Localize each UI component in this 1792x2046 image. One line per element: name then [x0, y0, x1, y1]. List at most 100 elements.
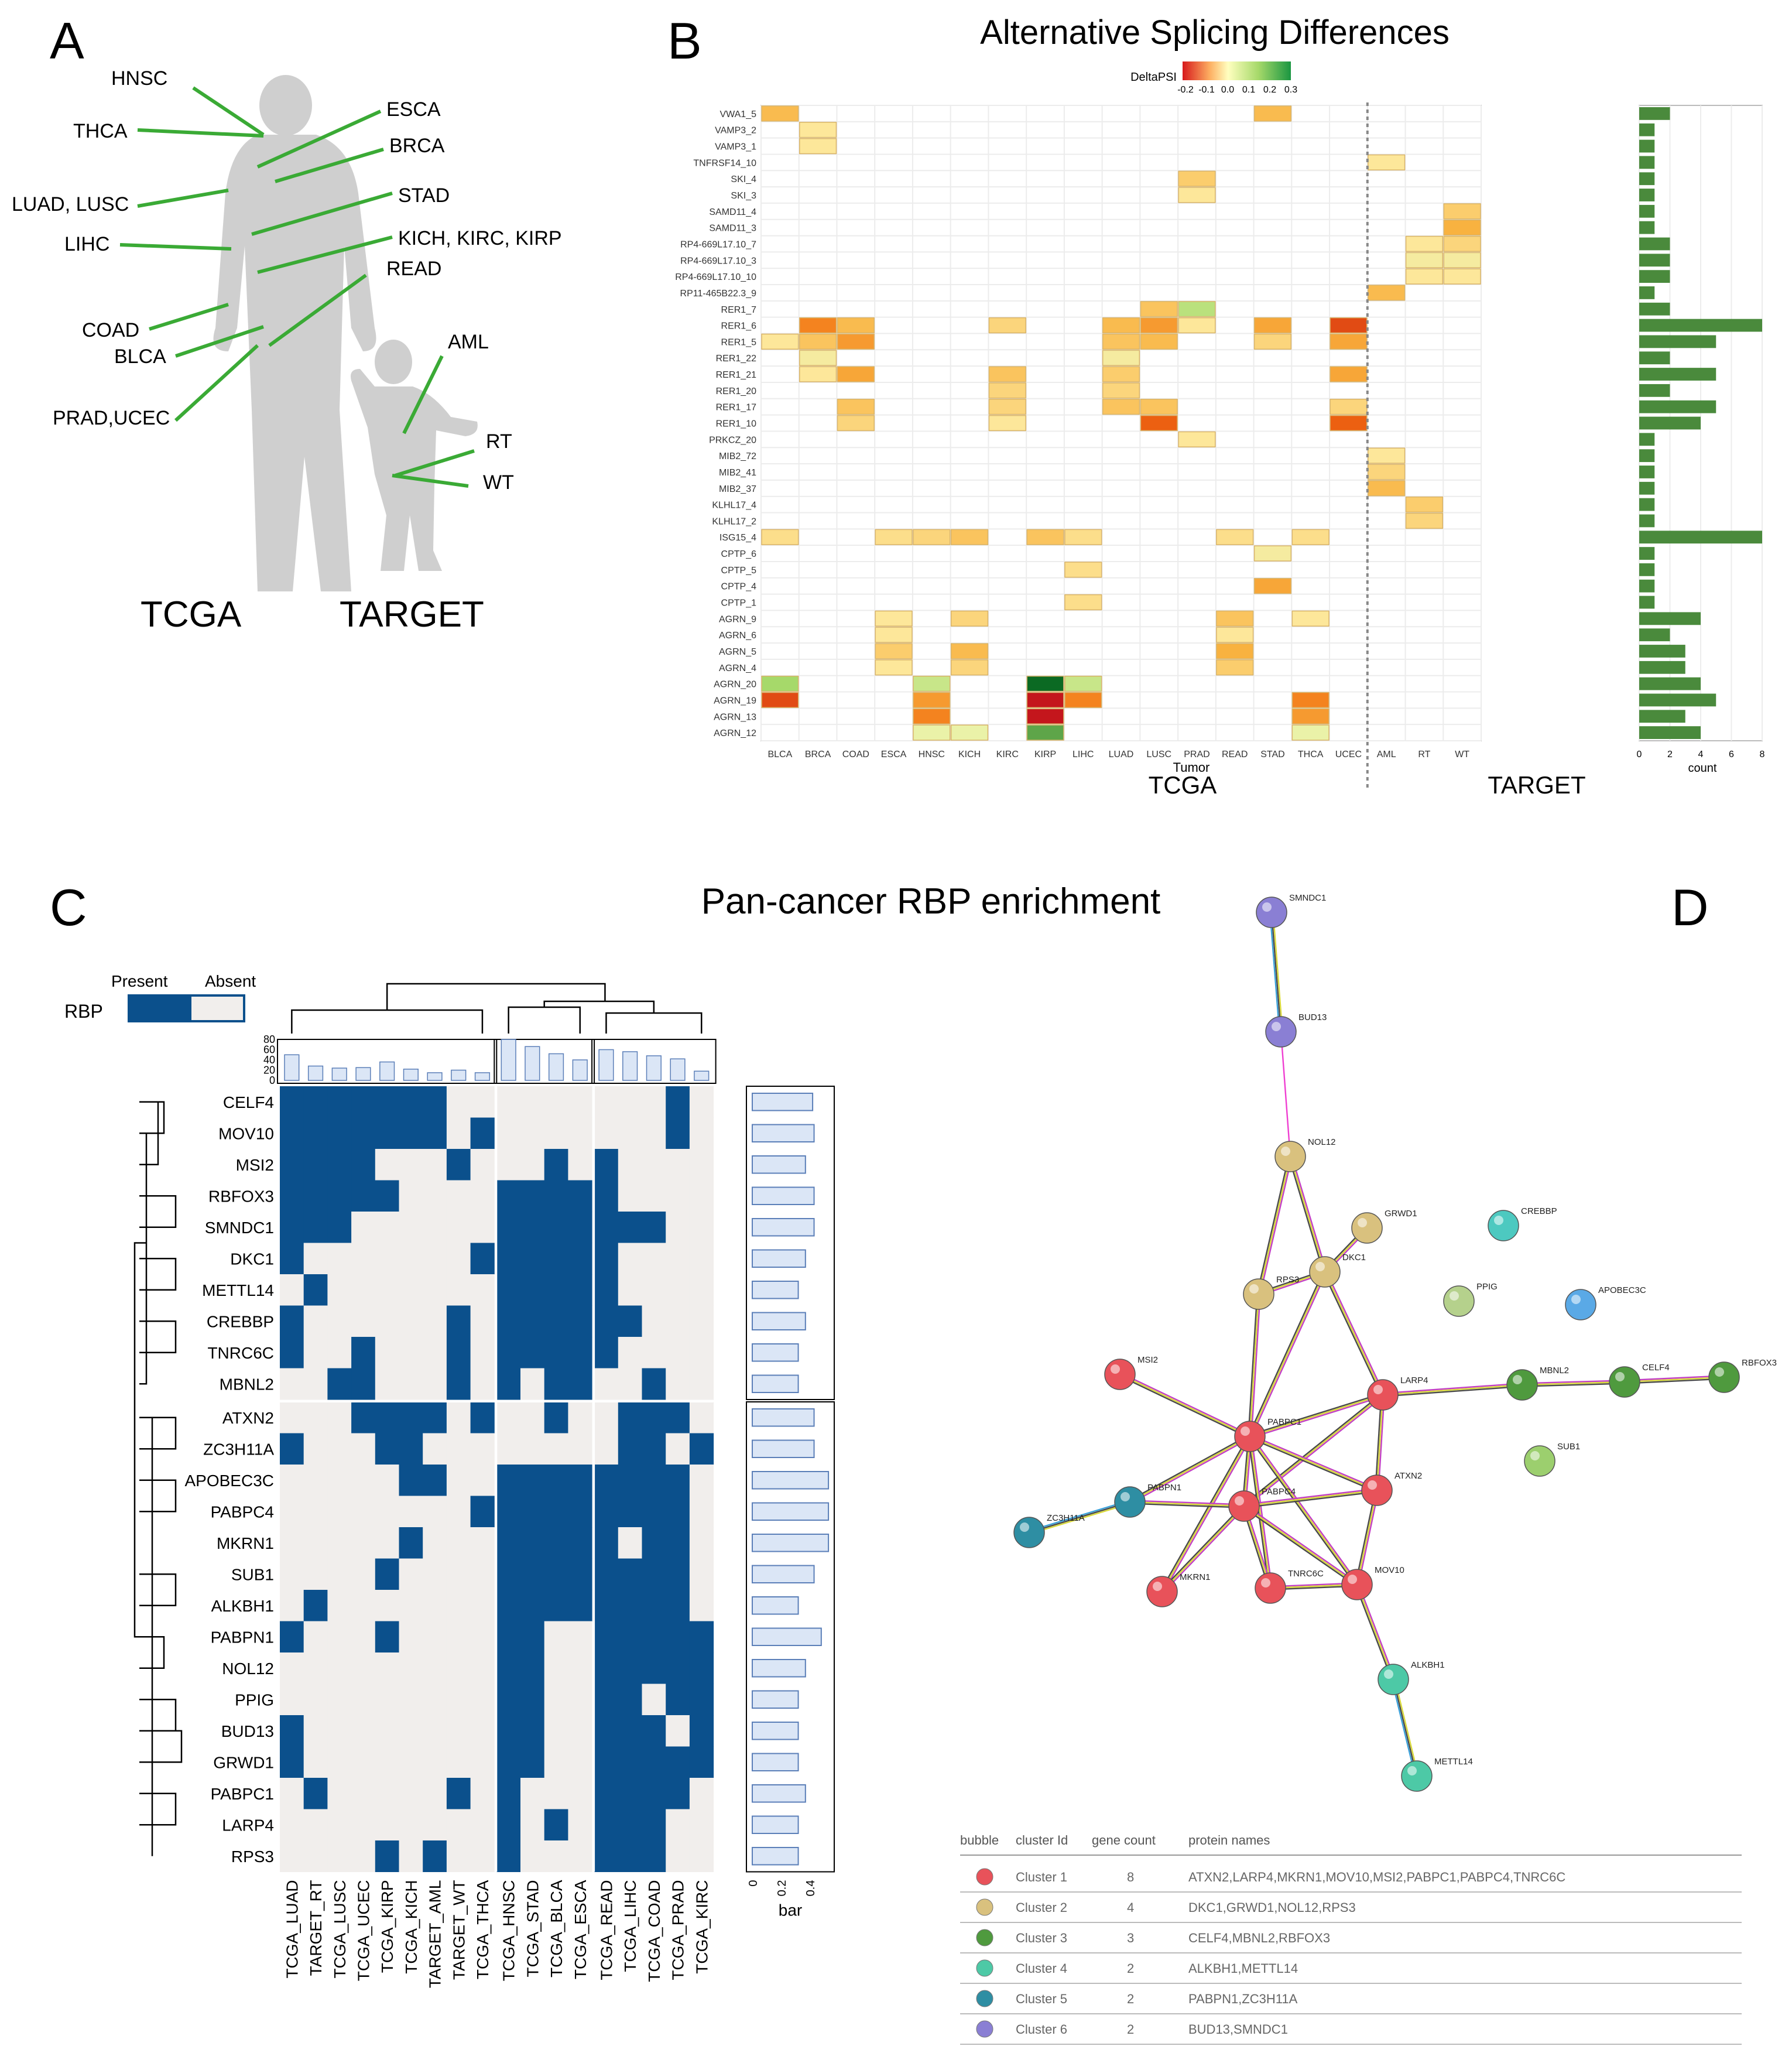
- heatmap-cell: [1291, 724, 1330, 741]
- network-edge: [1382, 1384, 1523, 1396]
- network-edge: [1291, 1155, 1327, 1272]
- row-label: MIB2_72: [719, 451, 756, 461]
- row-label: CPTP_5: [721, 566, 757, 576]
- rbp-column-label: TCGA_STAD: [523, 1880, 542, 1977]
- rbp-row-label: ALKBH1: [211, 1597, 274, 1615]
- panel-label-d: D: [1671, 878, 1709, 936]
- column-label: COAD: [842, 750, 869, 759]
- heatmap-cell: [799, 366, 837, 382]
- rbp-cell: [496, 1274, 521, 1306]
- count-bar: [1639, 204, 1655, 218]
- dendrogram-branch: [139, 1479, 177, 1513]
- heatmap-cell: [761, 692, 799, 709]
- rbp-cell: [594, 1809, 619, 1841]
- rbp-cell: [666, 1402, 690, 1433]
- network-edge: [1248, 1436, 1270, 1589]
- count-bar: [1639, 514, 1655, 528]
- column-label: LIHC: [1073, 750, 1094, 759]
- rbp-cell: [642, 1465, 666, 1496]
- network-node-label: CELF4: [1642, 1363, 1670, 1373]
- network-edge: [1272, 912, 1283, 1032]
- rbp-row-label: DKC1: [230, 1250, 274, 1268]
- network-edge: [1161, 1506, 1245, 1592]
- network-edge: [1375, 1394, 1382, 1490]
- rbp-cell: [446, 1212, 471, 1243]
- row-bar: [752, 1124, 815, 1142]
- rbp-cell: [544, 1715, 568, 1747]
- rbp-column-label: TARGET_AML: [426, 1880, 444, 1989]
- rbp-cell: [520, 1305, 545, 1337]
- rbp-cell: [303, 1180, 328, 1212]
- rbp-cell: [666, 1086, 690, 1118]
- heatmap-cell: [1064, 692, 1102, 709]
- col-bar-frame: [591, 1039, 717, 1084]
- rbp-cell: [280, 1778, 304, 1809]
- row-label: PRKCZ_20: [709, 435, 756, 445]
- count-bar: [1639, 221, 1655, 234]
- rbp-cell: [351, 1465, 376, 1496]
- heatmap-cell: [1368, 464, 1406, 480]
- chart-b-title: Alternative Splicing Differences: [980, 13, 1450, 52]
- rbp-column-label: TCGA_COAD: [645, 1880, 663, 1982]
- row-label: RP4-669L17.10_3: [680, 256, 756, 266]
- network-edge: [1355, 1490, 1376, 1585]
- heatmap-cell: [1026, 692, 1064, 709]
- row-label: KLHL17_2: [712, 516, 756, 526]
- network-node: [1243, 1278, 1274, 1310]
- rbp-cell: [327, 1433, 352, 1465]
- rbp-cell: [666, 1652, 690, 1684]
- network-node-label: CREBBP: [1521, 1206, 1557, 1216]
- row-label: AGRN_4: [719, 663, 756, 673]
- column-bar: [548, 1053, 564, 1081]
- rbp-cell: [544, 1180, 568, 1212]
- column-dendrogram: [291, 983, 703, 1034]
- rbp-cell: [327, 1527, 352, 1559]
- heatmap-cell: [1178, 317, 1216, 334]
- rbp-cell: [399, 1496, 423, 1528]
- heatmap-cell: [913, 692, 951, 709]
- count-bar: [1639, 596, 1655, 609]
- rbp-cell: [594, 1212, 619, 1243]
- rbp-cell: [375, 1652, 399, 1684]
- rbp-cell: [544, 1243, 568, 1275]
- legend-title: DeltaPSI: [1130, 71, 1177, 84]
- rbp-cell: [496, 1840, 521, 1872]
- rbp-cell: [327, 1558, 352, 1590]
- column-label: HNSC: [919, 750, 945, 759]
- rbp-cell: [642, 1558, 666, 1590]
- rbp-cell: [351, 1778, 376, 1809]
- node-highlight: [1272, 1022, 1281, 1031]
- row-bar: [752, 1249, 806, 1268]
- rbp-cell: [520, 1212, 545, 1243]
- network-node: [1234, 1421, 1266, 1452]
- node-highlight: [1358, 1218, 1367, 1227]
- count-barplot: 0 2 4 6 8: [1637, 105, 1765, 759]
- network-edge: [1119, 1373, 1250, 1438]
- cluster-id: Cluster 6: [1016, 2022, 1067, 2037]
- rbp-cell: [423, 1746, 447, 1778]
- dendrogram-branch: [139, 1792, 177, 1826]
- network-edge: [1522, 1380, 1625, 1384]
- rbp-cell: [303, 1243, 328, 1275]
- rbp-row-label: CELF4: [223, 1093, 274, 1111]
- rbp-cell: [303, 1212, 328, 1243]
- rbp-cell: [666, 1621, 690, 1653]
- network-node: [1488, 1210, 1519, 1241]
- rbp-cell: [303, 1305, 328, 1337]
- rbp-column-label: TARGET_RT: [307, 1880, 325, 1976]
- rbp-cell: [303, 1274, 328, 1306]
- heatmap-cell: [1368, 154, 1406, 171]
- column-bar: [598, 1049, 614, 1081]
- dendrogram-branch: [386, 983, 606, 1010]
- rbp-cell: [351, 1558, 376, 1590]
- rbp-cell: [642, 1809, 666, 1841]
- rbp-cell: [618, 1809, 642, 1841]
- column-label: ESCA: [881, 750, 907, 759]
- dendrogram-branch: [139, 1320, 177, 1353]
- network-node: [1401, 1760, 1433, 1792]
- rbp-cell: [666, 1337, 690, 1368]
- rbp-cell: [375, 1337, 399, 1368]
- rbp-cell: [520, 1368, 545, 1400]
- dendrogram-branch: [291, 1009, 484, 1034]
- heatmap-cell: [1140, 301, 1178, 317]
